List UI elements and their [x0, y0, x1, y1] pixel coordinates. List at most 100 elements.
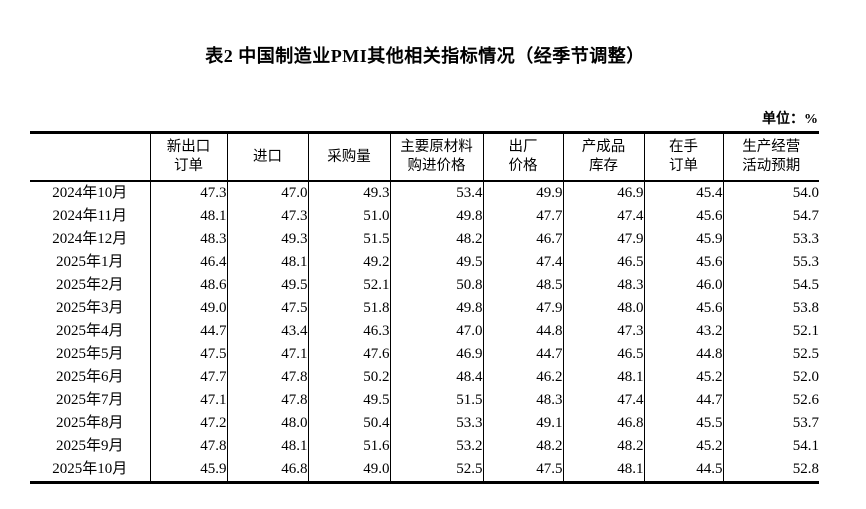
value-cell: 47.2	[149, 412, 227, 435]
header-row: 新出口 订单 进口 采购量 主要原材料 购进价格 出厂 价格 产成品 库存 在手 订单 生产经…	[30, 132, 819, 182]
value-cell: 44.7	[149, 320, 227, 343]
value-cell: 47.5	[482, 458, 563, 483]
value-cell: 53.3	[722, 228, 819, 251]
column-header: 出厂 价格	[482, 132, 563, 182]
value-cell: 48.1	[562, 366, 644, 389]
month-cell: 2025年1月	[55, 254, 124, 270]
month-cell: 2024年10月	[52, 185, 128, 201]
value-cell: 48.4	[389, 366, 483, 389]
value-cell: 48.2	[482, 435, 563, 458]
value-cell: 48.3	[482, 389, 563, 412]
table-row: 2025年7月 47.1 47.8 49.5 51.5 48.3 47.4 44.7 52.6	[30, 389, 819, 412]
value-cell: 44.7	[482, 343, 563, 366]
month-cell: 2024年12月	[52, 231, 128, 247]
value-cell: 43.4	[226, 320, 308, 343]
table-row: 2025年9月 47.8 48.1 51.6 53.2 48.2 48.2 45.2 54.1	[30, 435, 819, 458]
value-cell: 47.9	[482, 297, 563, 320]
value-cell: 48.3	[562, 274, 644, 297]
value-cell: 47.4	[482, 251, 563, 274]
value-cell: 49.3	[307, 181, 390, 205]
value-cell: 47.3	[149, 181, 227, 205]
value-cell: 52.0	[722, 366, 819, 389]
value-cell: 52.6	[722, 389, 819, 412]
month-cell: 2024年11月	[52, 208, 127, 224]
value-cell: 47.0	[389, 320, 483, 343]
table-row: 2025年3月 49.0 47.5 51.8 49.8 47.9 48.0 45.6 53.8	[30, 297, 819, 320]
value-cell: 53.3	[389, 412, 483, 435]
value-cell: 47.5	[149, 343, 227, 366]
value-cell: 50.4	[307, 412, 390, 435]
month-cell: 2025年4月	[55, 323, 124, 339]
value-cell: 48.1	[149, 205, 227, 228]
value-cell: 47.8	[226, 389, 308, 412]
value-cell: 54.0	[722, 181, 819, 205]
value-cell: 49.8	[389, 205, 483, 228]
value-cell: 49.5	[307, 389, 390, 412]
value-cell: 49.2	[307, 251, 390, 274]
value-cell: 49.8	[389, 297, 483, 320]
value-cell: 46.9	[389, 343, 483, 366]
value-cell: 45.6	[643, 251, 723, 274]
value-cell: 46.0	[643, 274, 723, 297]
value-cell: 43.2	[643, 320, 723, 343]
value-cell: 44.8	[643, 343, 723, 366]
month-cell: 2025年5月	[55, 346, 124, 362]
value-cell: 54.7	[722, 205, 819, 228]
value-cell: 45.9	[643, 228, 723, 251]
table-title: 表2 中国制造业PMI其他相关指标情况（经季节调整）	[205, 46, 645, 66]
value-cell: 51.8	[307, 297, 390, 320]
value-cell: 46.8	[226, 458, 308, 483]
value-cell: 52.8	[722, 458, 819, 483]
unit-label: 单位：%	[762, 112, 818, 127]
column-header: 生产经营 活动预期	[722, 132, 819, 182]
value-cell: 50.2	[307, 366, 390, 389]
value-cell: 48.2	[562, 435, 644, 458]
value-cell: 46.8	[562, 412, 644, 435]
value-cell: 51.6	[307, 435, 390, 458]
value-cell: 52.1	[307, 274, 390, 297]
value-cell: 48.1	[226, 251, 308, 274]
value-cell: 44.8	[482, 320, 563, 343]
value-cell: 45.6	[643, 205, 723, 228]
value-cell: 49.5	[389, 251, 483, 274]
table-row: 2025年6月 47.7 47.8 50.2 48.4 46.2 48.1 45.2 52.0	[30, 366, 819, 389]
value-cell: 50.8	[389, 274, 483, 297]
value-cell: 44.7	[643, 389, 723, 412]
column-header: 进口	[226, 132, 308, 182]
value-cell: 45.2	[643, 435, 723, 458]
value-cell: 52.5	[722, 343, 819, 366]
month-cell: 2025年6月	[55, 369, 124, 385]
value-cell: 47.0	[226, 181, 308, 205]
value-cell: 45.9	[149, 458, 227, 483]
value-cell: 47.7	[482, 205, 563, 228]
month-cell: 2025年10月	[52, 461, 128, 477]
table-row: 2025年8月 47.2 48.0 50.4 53.3 49.1 46.8 45.5 53.7	[30, 412, 819, 435]
value-cell: 46.9	[562, 181, 644, 205]
value-cell: 48.6	[149, 274, 227, 297]
column-header: 采购量	[307, 132, 390, 182]
corner-cell	[30, 132, 150, 182]
value-cell: 46.4	[149, 251, 227, 274]
value-cell: 45.6	[643, 297, 723, 320]
value-cell: 48.1	[226, 435, 308, 458]
month-cell: 2025年9月	[55, 438, 124, 454]
value-cell: 48.5	[482, 274, 563, 297]
table-row: 2025年2月 48.6 49.5 52.1 50.8 48.5 48.3 46.0 54.5	[30, 274, 819, 297]
value-cell: 49.9	[482, 181, 563, 205]
table-row: 2024年10月 47.3 47.0 49.3 53.4 49.9 46.9 45.4 54.0	[30, 181, 819, 205]
month-cell: 2025年7月	[55, 392, 124, 408]
value-cell: 51.0	[307, 205, 390, 228]
value-cell: 55.3	[722, 251, 819, 274]
value-cell: 49.0	[149, 297, 227, 320]
value-cell: 53.2	[389, 435, 483, 458]
value-cell: 47.8	[226, 366, 308, 389]
value-cell: 44.5	[643, 458, 723, 483]
month-cell: 2025年3月	[55, 300, 124, 316]
value-cell: 46.5	[562, 251, 644, 274]
value-cell: 49.0	[307, 458, 390, 483]
table-row: 2025年4月 44.7 43.4 46.3 47.0 44.8 47.3 43.2 52.1	[30, 320, 819, 343]
table-body: 2024年10月 47.3 47.0 49.3 53.4 49.9 46.9 45.4 54.0…	[30, 181, 819, 483]
table-row: 2025年5月 47.5 47.1 47.6 46.9 44.7 46.5 44.8 52.5	[30, 343, 819, 366]
column-header: 产成品 库存	[562, 132, 644, 182]
